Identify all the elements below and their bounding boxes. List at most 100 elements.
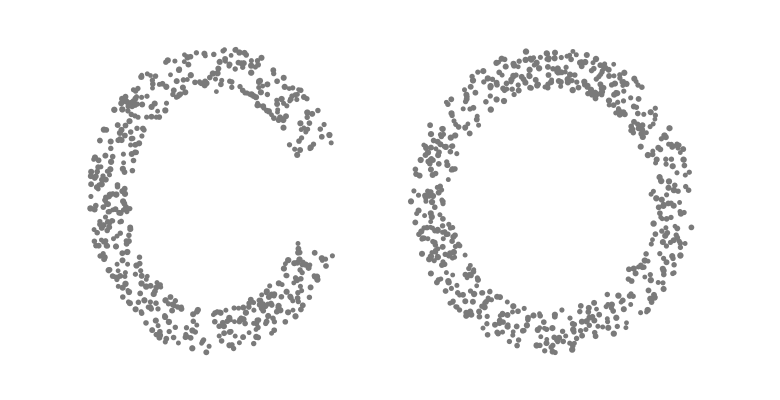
stipple-dot <box>472 89 479 96</box>
stipple-dot <box>655 204 662 211</box>
stipple-dot <box>120 151 126 157</box>
stipple-dot <box>485 297 491 303</box>
stipple-dot <box>639 126 646 133</box>
stipple-dot <box>550 342 556 349</box>
stipple-dot <box>318 133 325 140</box>
stipple-dot <box>294 151 301 158</box>
stipple-dot <box>559 307 565 313</box>
stipple-dot <box>412 219 419 226</box>
stipple-dot <box>495 330 501 337</box>
stipple-dot <box>522 48 530 55</box>
stipple-dot <box>468 311 475 318</box>
stipple-dot <box>440 216 446 222</box>
stipple-dot <box>522 78 528 84</box>
stipple-dot <box>232 66 238 72</box>
stipple-dot <box>668 141 674 148</box>
stipple-dot <box>535 65 543 72</box>
stipple-dot <box>643 251 649 257</box>
stipple-dot <box>510 62 518 69</box>
stipple-dot <box>484 331 491 338</box>
stipple-dot <box>287 98 293 104</box>
stipple-dot <box>235 59 242 66</box>
stipple-dot <box>634 110 641 117</box>
stipple-dot <box>650 220 657 227</box>
stipple-dot <box>554 68 561 75</box>
stipple-dot <box>226 328 233 336</box>
stipple-dot <box>91 206 98 213</box>
stipple-dot <box>591 329 598 336</box>
stipple-dot <box>149 81 156 87</box>
stipple-dot <box>677 244 684 251</box>
stipple-dot <box>172 58 178 64</box>
stipple-dot <box>280 74 287 81</box>
stipple-dot <box>285 309 292 316</box>
stipple-dot <box>498 55 505 62</box>
stipple-dot <box>155 306 161 312</box>
stipple-dot <box>626 266 632 273</box>
stipple-dot <box>462 87 467 93</box>
stipple-dot <box>648 191 654 197</box>
stipple-dot <box>318 255 325 262</box>
stipple-dot <box>240 334 247 341</box>
stipple-dot <box>439 197 445 203</box>
stipple-dot <box>183 325 190 331</box>
stipple-dot <box>620 98 627 104</box>
stipple-dot <box>304 109 311 116</box>
stipple-dot <box>265 301 271 307</box>
stipple-dot <box>114 122 121 129</box>
stipple-dot <box>306 294 313 301</box>
stipple-dot <box>309 110 316 117</box>
stipple-dot <box>650 148 656 154</box>
stipple-dot <box>273 308 280 315</box>
stipple-dot <box>144 114 150 120</box>
stipple-dot <box>94 229 100 236</box>
stipple-dot <box>138 268 144 274</box>
stipple-dot <box>109 153 116 160</box>
stipple-dot <box>680 146 687 153</box>
stipple-dot <box>270 67 277 74</box>
stipple-dot <box>653 160 659 166</box>
stipple-dot <box>447 148 454 155</box>
stipple-dot <box>521 305 527 311</box>
stipple-dot <box>632 270 639 277</box>
stipple-dot <box>444 162 451 169</box>
stipple-dot <box>184 77 190 83</box>
letter-c-dots <box>87 46 335 356</box>
stipple-dot <box>469 73 475 80</box>
stipple-dot <box>429 250 435 256</box>
stipple-dot <box>449 238 455 244</box>
stipple-dot <box>132 271 139 277</box>
stipple-dot <box>659 239 666 246</box>
stipple-dot <box>510 329 516 335</box>
stipple-dot <box>236 305 242 311</box>
stipple-dot <box>523 322 531 329</box>
stipple-dot <box>180 77 187 83</box>
stipple-dot <box>242 320 248 327</box>
stipple-dot <box>428 155 435 162</box>
stipple-dot <box>604 291 611 298</box>
stipple-dot <box>506 338 513 345</box>
stipple-dot <box>586 314 593 321</box>
stipple-dot <box>652 105 658 111</box>
stipple-dot <box>550 66 556 72</box>
letter-o-dots <box>407 48 695 356</box>
stipple-dot <box>652 116 658 122</box>
stipple-dot <box>419 236 425 242</box>
stipple-dot <box>114 182 121 188</box>
stipple-dot <box>255 334 262 341</box>
stipple-dot <box>139 94 145 100</box>
stipple-dot <box>608 305 615 311</box>
stipple-dot <box>128 142 134 148</box>
stipple-dot <box>467 83 474 90</box>
stipple-dot <box>107 166 114 173</box>
stipple-dot <box>223 307 229 313</box>
stipple-dot <box>184 334 191 340</box>
stipple-dot <box>571 340 577 346</box>
stipple-dot <box>152 73 159 79</box>
stipple-dot <box>439 243 446 250</box>
stipple-dot <box>688 224 695 231</box>
stipple-dot <box>244 90 250 96</box>
stipple-dot <box>683 183 689 190</box>
stipple-dot <box>476 122 482 128</box>
